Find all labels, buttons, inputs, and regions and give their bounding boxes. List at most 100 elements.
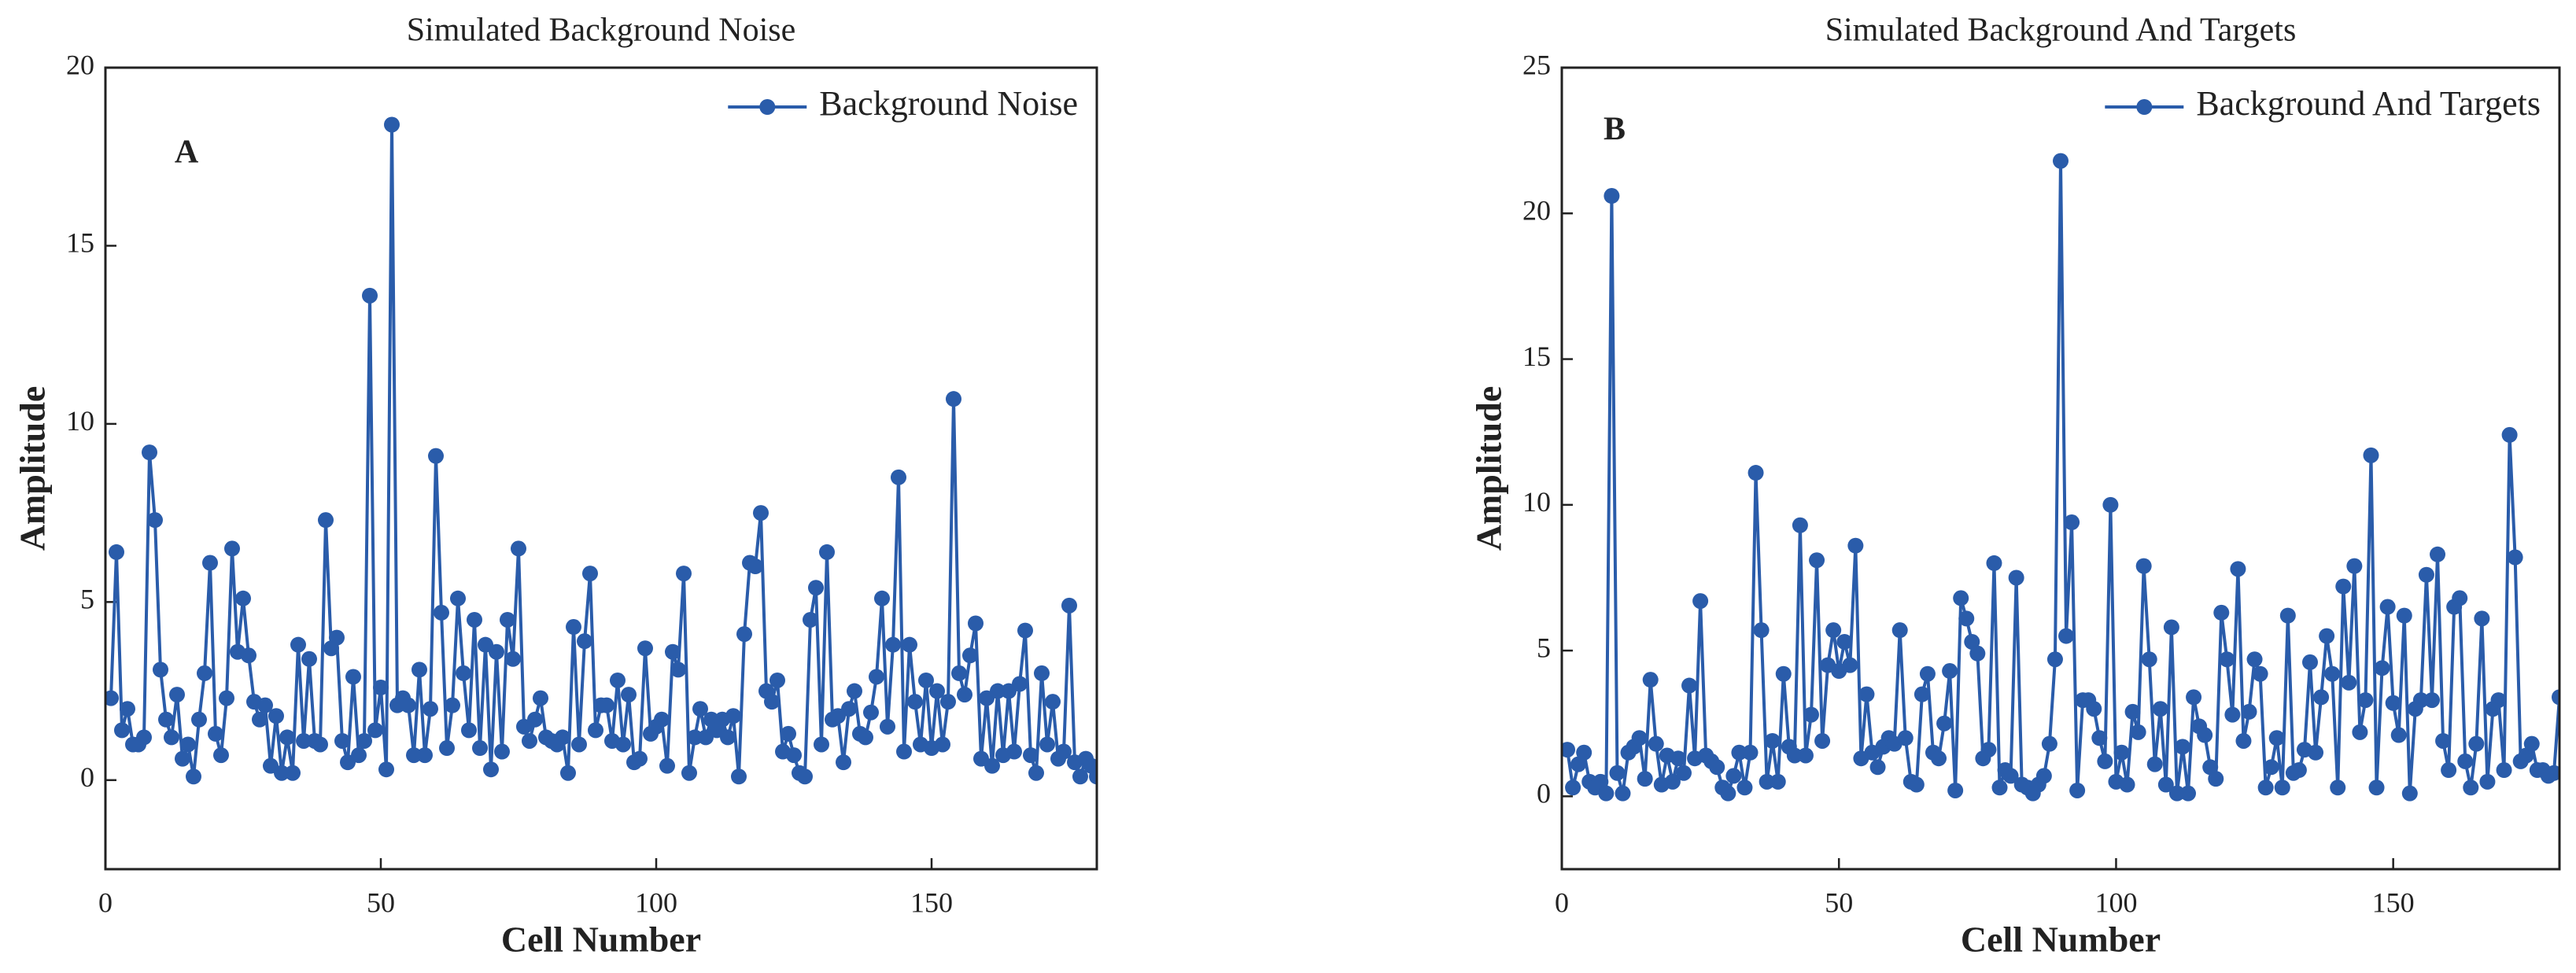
point <box>2368 780 2385 796</box>
point <box>1664 773 1681 790</box>
point <box>1061 597 1077 614</box>
point <box>153 662 168 678</box>
x-axis-label: Cell Number <box>501 920 701 960</box>
point <box>681 765 697 781</box>
point <box>929 683 945 699</box>
point <box>764 694 780 710</box>
point <box>1759 773 1775 790</box>
point <box>175 750 190 767</box>
point <box>819 544 835 560</box>
point <box>2053 153 2069 169</box>
point <box>2119 776 2135 793</box>
point <box>450 590 466 606</box>
point <box>1709 759 1725 776</box>
point <box>940 694 956 710</box>
y-tick-label: 15 <box>66 227 94 259</box>
point <box>1953 590 1969 606</box>
point <box>483 761 499 778</box>
point <box>1908 776 1925 793</box>
point <box>1675 765 1692 781</box>
point <box>345 669 361 685</box>
series-line <box>109 124 1097 782</box>
y-axis-label: Amplitude <box>13 386 53 551</box>
point <box>1770 773 1786 790</box>
point <box>2235 732 2252 749</box>
point <box>2041 735 2057 752</box>
point <box>1012 676 1028 692</box>
point <box>1786 747 1803 764</box>
point <box>428 448 444 464</box>
point <box>2308 744 2324 761</box>
point <box>2091 730 2108 746</box>
point <box>621 687 637 703</box>
point <box>1931 750 1947 767</box>
point <box>1991 780 2008 796</box>
point <box>637 640 653 657</box>
point <box>197 665 212 681</box>
chart: Simulated Background Noise 0 5 10 15 20 0 50 100… <box>13 13 1098 960</box>
point <box>252 711 268 728</box>
point <box>417 747 433 764</box>
point <box>2186 689 2202 706</box>
point <box>2197 727 2213 743</box>
point <box>219 690 234 706</box>
point <box>2363 447 2379 463</box>
point <box>2130 724 2146 740</box>
point <box>902 636 917 653</box>
point <box>411 662 427 678</box>
point <box>847 683 862 699</box>
point <box>935 736 950 753</box>
plot-area <box>105 116 1097 785</box>
point <box>951 665 967 681</box>
point <box>1803 706 1819 723</box>
point <box>2324 665 2341 682</box>
point <box>202 555 218 571</box>
point <box>880 718 895 735</box>
point <box>2507 549 2523 566</box>
point <box>2452 590 2468 606</box>
point <box>918 672 934 688</box>
point <box>180 736 196 753</box>
plot-frame <box>1560 66 2561 871</box>
point <box>869 669 884 685</box>
point <box>2163 619 2179 636</box>
point <box>1598 785 1615 802</box>
point <box>2257 780 2274 796</box>
point <box>2002 768 2019 784</box>
y-tick-label: 0 <box>1537 778 1551 809</box>
point <box>351 747 367 764</box>
point <box>610 672 626 688</box>
chart-title: Simulated Background Noise <box>407 13 796 49</box>
point <box>731 768 747 785</box>
point <box>1039 736 1055 753</box>
point <box>1958 610 1975 627</box>
point <box>1825 622 1842 639</box>
x-tick-label: 0 <box>1555 886 1569 918</box>
y-tick-label: 10 <box>66 405 94 437</box>
x-tick-label: 150 <box>910 886 953 918</box>
point <box>186 768 201 785</box>
point <box>489 643 504 660</box>
point <box>367 722 383 739</box>
point <box>632 750 648 767</box>
point <box>781 725 796 742</box>
point <box>803 611 818 628</box>
point <box>511 540 526 557</box>
legend-marker <box>2136 99 2153 115</box>
point <box>2263 759 2279 776</box>
point <box>1034 665 1050 681</box>
x-axis-label: Cell Number <box>1961 920 2161 960</box>
point <box>769 672 785 688</box>
point <box>2069 782 2086 798</box>
point <box>439 740 455 757</box>
point <box>2241 703 2257 720</box>
point <box>2058 628 2075 644</box>
point <box>659 757 675 774</box>
point <box>1731 744 1747 761</box>
point <box>2385 695 2401 711</box>
point <box>2379 599 2396 615</box>
point <box>968 615 984 632</box>
point <box>2046 651 2063 668</box>
point <box>2219 651 2235 668</box>
